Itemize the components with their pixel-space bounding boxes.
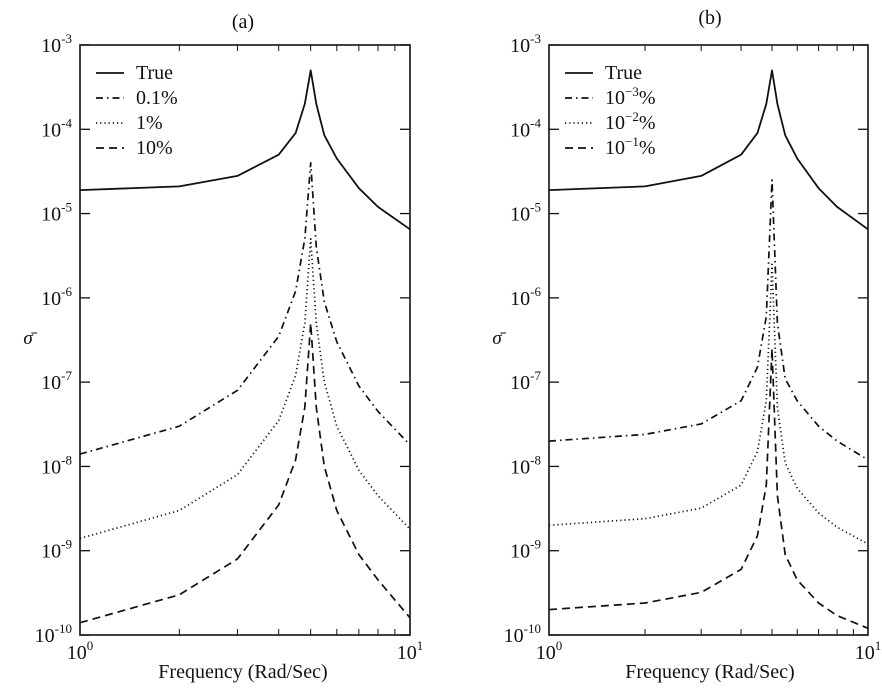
y-tick-label: 10-5 xyxy=(510,200,541,226)
y-tick-label: 10-3 xyxy=(41,31,72,57)
y-tick-label: 10-5 xyxy=(41,200,72,226)
y-tick-label: 10-8 xyxy=(41,452,72,478)
series-line-2 xyxy=(79,161,411,455)
x-tick-label: 100 xyxy=(536,638,563,664)
legend-label-4: 10% xyxy=(136,137,173,159)
chart-title: (a) xyxy=(232,11,254,33)
series-line-3 xyxy=(79,238,411,540)
series-line-3 xyxy=(548,263,869,545)
plot-frame xyxy=(79,44,411,636)
y-axis-label: σ̄ xyxy=(23,328,37,349)
y-tick-label: 10-10 xyxy=(35,621,72,647)
legend-label-2: 0.1% xyxy=(136,87,178,109)
legend-label-4: 10−1% xyxy=(605,134,656,159)
x-tick-label: 101 xyxy=(855,638,882,664)
y-axis-label: σ̄ xyxy=(492,328,506,349)
series-line-4 xyxy=(79,322,411,624)
y-tick-label: 10-8 xyxy=(510,452,541,478)
legend-label-3: 10−2% xyxy=(605,109,656,134)
legend: True 0.1% 1% 10% xyxy=(96,62,178,159)
x-axis-label: Frequency (Rad/Sec) xyxy=(625,661,794,683)
legend-label-1: True xyxy=(605,62,642,84)
chart-title: (b) xyxy=(698,7,721,29)
y-tick-label: 10-6 xyxy=(41,284,72,310)
y-tick-label: 10-10 xyxy=(504,621,541,647)
y-tick-label: 10-4 xyxy=(41,115,72,141)
y-tick-label: 10-6 xyxy=(510,284,541,310)
y-tick-label: 10-4 xyxy=(510,115,541,141)
y-tick-label: 10-7 xyxy=(41,368,72,394)
y-tick-label: 10-9 xyxy=(41,537,72,563)
y-tick-label: 10-3 xyxy=(510,31,541,57)
x-tick-label: 100 xyxy=(67,638,94,664)
y-tick-label: 10-9 xyxy=(510,537,541,563)
x-tick-label: 101 xyxy=(397,638,424,664)
series-line-1 xyxy=(79,69,411,231)
legend-label-1: True xyxy=(136,62,173,84)
series-line-2 xyxy=(548,179,869,461)
x-axis-label: Frequency (Rad/Sec) xyxy=(158,661,327,683)
plot-frame xyxy=(548,44,869,636)
y-tick-label: 10-7 xyxy=(510,368,541,394)
legend-label-2: 10−3% xyxy=(605,84,656,109)
legend-label-3: 1% xyxy=(136,112,163,134)
series-line-1 xyxy=(548,69,869,231)
series-line-4 xyxy=(548,347,869,630)
